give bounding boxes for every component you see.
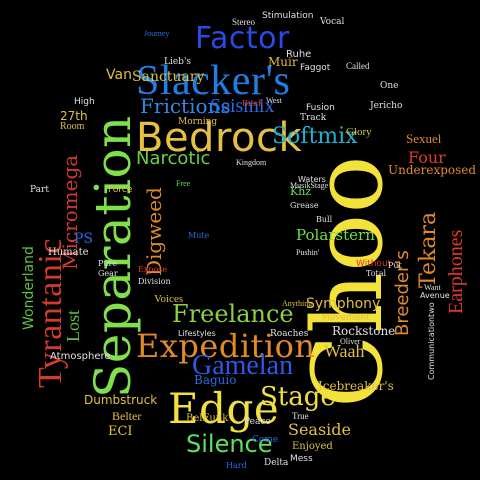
word-enjoyed: Enjoyed — [292, 441, 333, 452]
word-wonderland: Wonderland — [21, 246, 37, 330]
word-free: Free — [176, 179, 191, 188]
word-waah: Waah — [324, 341, 365, 361]
word-musikstage: MusikStage — [290, 181, 329, 190]
word-pure: Pure — [98, 259, 118, 268]
word-expedition: Expedition — [136, 327, 316, 365]
word-put: Put — [388, 261, 402, 270]
word-khz: Khz — [290, 185, 312, 198]
word-edge: Edge — [168, 384, 280, 433]
word-symphony: Symphony — [306, 296, 381, 312]
word-lost: Lost — [63, 309, 83, 342]
word-stimulation: Stimulation — [262, 11, 314, 21]
word-pushin: Pushin' — [296, 248, 320, 257]
word-dumbstruck: Dumbstruck — [84, 393, 158, 407]
word-want: Want — [424, 283, 441, 292]
word-roaches: Roaches — [270, 329, 309, 339]
word-seaside: Seaside — [288, 420, 352, 439]
word-voices: Voices — [154, 293, 184, 305]
word-true: True — [292, 411, 309, 421]
word-four: Four — [408, 148, 446, 167]
word-digweed: Digweed — [142, 187, 166, 276]
word-seismix: Seismix — [210, 95, 275, 117]
word-hard: Hard — [226, 461, 247, 470]
word-narcotic: Narcotic — [136, 148, 211, 169]
word-expose: Expose — [138, 265, 168, 274]
word-peace: Peace — [244, 417, 271, 427]
word-bedrock: Bedrock — [136, 115, 303, 161]
word-oliver: Oliver — [340, 337, 361, 346]
word-jericho: Jericho — [370, 101, 403, 111]
word-gear: Gear — [98, 269, 118, 278]
word-morning: Morning — [178, 117, 218, 127]
word-van: Van — [106, 67, 132, 83]
word-bull: Bull — [316, 215, 333, 224]
word-kingdom: Kingdom — [236, 158, 267, 167]
word-humate: Humate — [48, 247, 89, 258]
word-polarstern: Polarstern — [296, 226, 375, 244]
word-vocal: Vocal — [320, 17, 345, 27]
word-part: Part — [30, 185, 49, 195]
word-without: Without — [356, 259, 392, 269]
word-high: High — [74, 97, 95, 107]
word-division: Division — [138, 277, 171, 286]
word-silence: Silence — [186, 430, 273, 458]
word-force: Force — [108, 185, 133, 195]
word-belter: Belter — [112, 409, 142, 423]
word-grease: Grease — [290, 201, 319, 210]
word-tekara: Tekara — [416, 211, 441, 288]
word-anything: Anything — [282, 299, 313, 308]
word-softmix: Softmix — [272, 124, 358, 149]
word-belfunk: BelFunk — [186, 413, 229, 424]
word-factor: Factor — [195, 21, 290, 56]
word-lifestyles: Lifestyles — [178, 329, 216, 338]
word-stereo: Stereo — [232, 17, 255, 27]
word-stage: Stage — [260, 382, 336, 412]
word-waters: Waters — [298, 175, 326, 184]
word-eci: ECI — [108, 424, 133, 439]
word-lieb-s: Lieb's — [164, 57, 192, 67]
word-fusion: Fusion — [306, 103, 335, 113]
word-come: Come — [252, 435, 279, 445]
word-delta: Delta — [264, 458, 289, 468]
word-slacker-s: Slacker's — [136, 58, 291, 104]
word-ruhe: Ruhe — [286, 49, 312, 60]
word-communicationtwo: Communicationtwo — [427, 302, 436, 380]
word-choo: Choo — [292, 155, 404, 408]
word-mute: Mute — [188, 231, 210, 240]
word-ps: PS — [74, 231, 94, 247]
word-glory: Glory — [346, 126, 372, 138]
word-track: Track — [300, 113, 327, 123]
word-faggot: Faggot — [300, 63, 331, 73]
word-journey: Journey — [144, 29, 170, 38]
word-mess: Mess — [290, 454, 313, 464]
word-movement: Movement — [322, 313, 370, 323]
word-room: Room — [60, 121, 85, 132]
word-rockstone: Rockstone — [332, 324, 396, 338]
word-muir: Muir — [268, 55, 298, 69]
word-freelance: Freelance — [172, 300, 294, 328]
word-avenue: Avenue — [420, 291, 450, 300]
word-frictions: Frictions — [140, 94, 231, 118]
word-underexposed: Underexposed — [388, 163, 477, 177]
word-27th: 27th — [60, 109, 88, 123]
word-one: One — [380, 81, 399, 91]
word-earphones: Earphones — [445, 229, 467, 314]
word-sanctuary: Sanctuary — [132, 69, 205, 85]
word-baguio: Baguio — [194, 373, 237, 387]
word-total: Total — [366, 269, 387, 278]
word-atmosphere: Atmosphere — [50, 351, 111, 362]
word-gamelan: Gamelan — [192, 350, 294, 381]
word-icebreaker-s: Icebreaker's — [318, 379, 394, 393]
word-bitch: Bitch — [242, 99, 264, 108]
word-west: West — [266, 96, 282, 105]
word-sexuel: Sexuel — [406, 131, 442, 146]
word-called: Called — [346, 61, 370, 71]
